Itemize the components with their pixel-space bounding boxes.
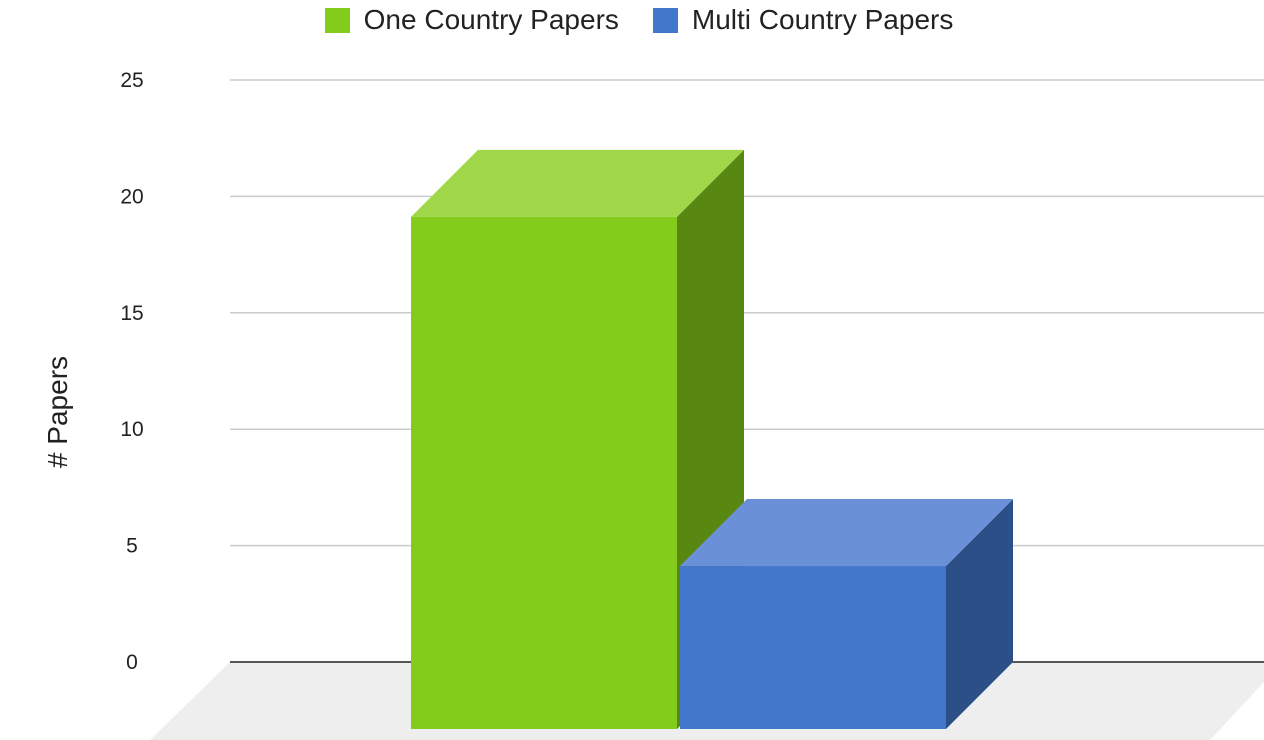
legend-item-multi-country: Multi Country Papers [652,4,954,36]
y-tick-label: 25 [120,69,143,92]
bar-side-multi-country [946,499,1013,729]
bar-one-country [411,216,677,730]
legend-item-one-country: One Country Papers [324,4,619,36]
bar-top-multi-country [680,499,1013,567]
y-tick-label: 15 [120,302,143,325]
y-tick-label: 5 [126,535,138,558]
legend-swatch-one-country [324,7,350,33]
legend-swatch-multi-country [652,7,678,33]
legend-label-one-country: One Country Papers [363,4,619,35]
chart-legend: One Country Papers Multi Country Papers [0,4,1264,36]
bar-multi-country [680,566,946,729]
y-tick-label: 20 [120,185,143,208]
legend-label-multi-country: Multi Country Papers [691,4,954,35]
bar-top-one-country [411,149,744,217]
y-tick-label: 10 [120,418,143,441]
y-tick-label: 0 [126,651,138,674]
